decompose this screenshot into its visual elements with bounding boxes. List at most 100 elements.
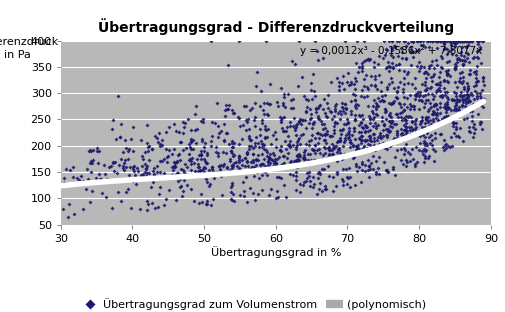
Point — [356, 137, 364, 142]
Point — [451, 63, 459, 68]
Point — [311, 142, 319, 147]
Point — [271, 145, 279, 150]
Point — [310, 135, 318, 140]
Point — [150, 134, 159, 139]
Point — [238, 162, 246, 167]
Point — [393, 85, 401, 90]
Point — [235, 123, 243, 128]
Point — [215, 163, 223, 168]
Point — [429, 93, 437, 98]
Point — [319, 157, 327, 162]
Point — [402, 70, 411, 75]
Point — [340, 135, 348, 140]
Point — [226, 196, 234, 201]
Point — [276, 149, 284, 154]
Point — [455, 38, 463, 43]
Point — [328, 151, 336, 156]
Point — [187, 162, 195, 167]
Point — [425, 140, 433, 145]
Point — [196, 153, 205, 158]
Point — [176, 140, 184, 145]
Point — [150, 205, 159, 210]
Point — [177, 166, 185, 171]
Point — [449, 66, 458, 71]
Point — [456, 92, 464, 97]
Point — [350, 118, 359, 123]
Point — [73, 176, 81, 181]
Point — [344, 128, 352, 133]
Point — [340, 39, 348, 44]
Point — [418, 133, 426, 138]
Point — [324, 105, 332, 110]
Point — [227, 180, 235, 185]
Point — [292, 159, 300, 164]
Point — [379, 38, 387, 43]
Point — [180, 121, 188, 126]
Point — [405, 158, 413, 163]
Point — [264, 126, 272, 131]
Point — [200, 165, 208, 170]
Point — [356, 93, 364, 98]
Point — [423, 119, 431, 124]
Point — [448, 121, 456, 126]
Point — [285, 120, 293, 125]
Point — [365, 116, 373, 121]
Point — [120, 168, 128, 173]
Point — [179, 125, 187, 130]
Point — [387, 38, 395, 43]
Point — [310, 88, 318, 93]
Point — [204, 183, 212, 188]
Point — [261, 134, 269, 139]
Point — [201, 202, 209, 207]
Point — [397, 50, 405, 55]
Point — [383, 170, 391, 175]
Point — [215, 168, 223, 173]
Point — [178, 119, 186, 124]
Point — [88, 161, 96, 166]
Point — [109, 117, 117, 122]
Point — [421, 69, 429, 74]
Point — [401, 117, 409, 122]
Point — [452, 84, 460, 89]
Point — [248, 190, 256, 195]
Point — [435, 82, 443, 87]
Point — [154, 205, 162, 210]
Point — [361, 124, 369, 129]
Point — [243, 163, 251, 168]
Point — [254, 140, 262, 145]
Point — [354, 113, 362, 118]
Point — [473, 93, 481, 98]
Point — [267, 166, 275, 171]
Point — [263, 100, 271, 105]
Point — [419, 65, 427, 70]
Point — [391, 139, 399, 144]
Point — [272, 136, 280, 141]
Point — [137, 176, 145, 181]
Point — [91, 179, 99, 184]
Point — [140, 169, 148, 174]
Point — [385, 124, 393, 129]
Point — [283, 142, 291, 147]
Point — [321, 126, 329, 131]
Point — [401, 131, 409, 136]
Point — [389, 122, 397, 127]
Point — [294, 151, 302, 156]
Point — [345, 174, 353, 179]
Point — [196, 157, 204, 162]
Point — [219, 163, 227, 168]
Point — [117, 156, 125, 161]
Point — [365, 120, 373, 125]
Point — [149, 165, 158, 170]
Point — [265, 164, 273, 169]
Point — [400, 133, 409, 138]
Point — [172, 158, 180, 163]
Point — [397, 117, 405, 122]
Point — [273, 100, 281, 105]
Point — [387, 61, 395, 66]
Point — [363, 124, 371, 129]
Point — [465, 38, 473, 43]
Point — [476, 95, 484, 100]
Point — [199, 119, 207, 124]
Point — [463, 80, 471, 85]
Point — [417, 124, 425, 129]
